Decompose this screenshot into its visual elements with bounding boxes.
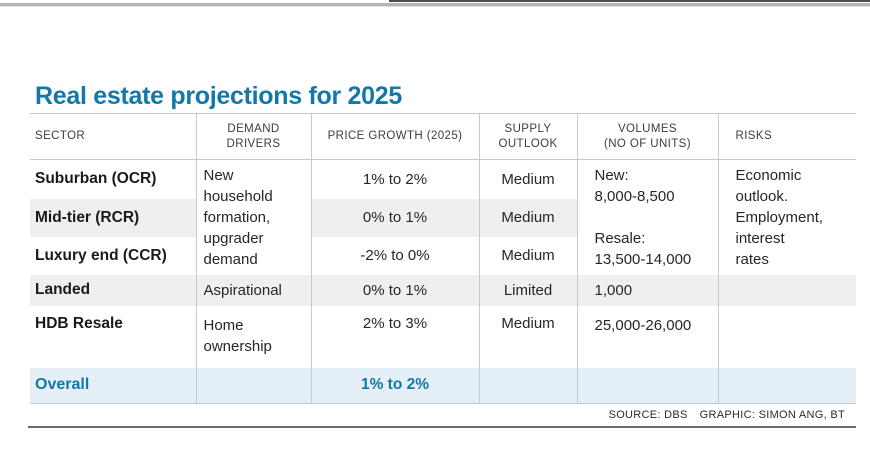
- cell-price: 0% to 1%: [310, 198, 479, 237]
- table-row-hdb-resale: HDB Resale Home ownership 2% to 3% Mediu…: [30, 305, 856, 368]
- col-header-sector: SECTOR: [30, 113, 196, 160]
- cell-supply: [478, 367, 577, 404]
- cell-supply: Medium: [478, 198, 577, 237]
- cell-price: 1% to 2%: [310, 159, 479, 199]
- cell-sector: HDB Resale: [35, 314, 123, 332]
- cell-risks: [717, 305, 856, 368]
- cell-demand: Home ownership: [195, 305, 311, 368]
- cell-price: 2% to 3%: [310, 305, 479, 368]
- col-header-risks: RISKS: [717, 113, 856, 160]
- cell-volumes-span: New: 8,000-8,500 Resale: 13,500-14,000: [576, 159, 718, 275]
- page-title: Real estate projections for 2025: [35, 82, 402, 110]
- table-row-mid-tier: Mid-tier (RCR) 0% to 1% Medium: [30, 198, 856, 237]
- cell-risks: [717, 367, 856, 404]
- col-header-volumes: VOLUMES (NO OF UNITS): [576, 113, 718, 160]
- cell-supply: Medium: [478, 159, 577, 199]
- cell-price: -2% to 0%: [310, 236, 479, 275]
- top-right-dark-rule: [389, 0, 870, 2]
- cell-demand: Aspirational: [195, 274, 311, 306]
- table-row-suburban: Suburban (OCR) New household formation, …: [30, 159, 856, 275]
- cell-sector: Luxury end (CCR): [35, 246, 167, 264]
- cell-demand-span: New household formation, upgrader demand: [195, 159, 311, 275]
- table-row-luxury-end: Luxury end (CCR) -2% to 0% Medium: [30, 236, 856, 275]
- col-header-supply-outlook: SUPPLY OUTLOOK: [478, 113, 577, 160]
- table-row-overall: Overall 1% to 2%: [30, 367, 856, 404]
- cell-risks-span: Economic outlook. Employment, interest r…: [717, 159, 856, 275]
- cell-sector: Suburban (OCR): [35, 170, 157, 188]
- cell-sector: Overall: [30, 367, 196, 404]
- source-text: SOURCE: DBS: [608, 409, 688, 421]
- cell-volumes: 25,000-26,000: [576, 305, 718, 368]
- table-row-landed: Landed Aspirational 0% to 1% Limited 1,0…: [30, 274, 856, 306]
- header-row: SECTOR DEMAND DRIVERS PRICE GROWTH (2025…: [30, 113, 856, 160]
- cell-sector: Landed: [30, 274, 196, 306]
- cell-supply: Medium: [478, 305, 577, 368]
- cell-supply: Limited: [478, 274, 577, 306]
- projections-table: SECTOR DEMAND DRIVERS PRICE GROWTH (2025…: [30, 113, 856, 404]
- col-header-price-growth: PRICE GROWTH (2025): [310, 113, 479, 160]
- cell-volumes: 1,000: [576, 274, 718, 306]
- cell-demand: [195, 367, 311, 404]
- cell-sector: Mid-tier (RCR): [30, 198, 196, 237]
- top-divider-rule: [0, 3, 870, 7]
- bottom-divider-rule: [28, 426, 856, 428]
- col-header-demand-drivers: DEMAND DRIVERS: [195, 113, 311, 160]
- graphic-credit-text: GRAPHIC: SIMON ANG, BT: [699, 409, 845, 421]
- cell-risks: [717, 274, 856, 306]
- cell-price: 0% to 1%: [310, 274, 479, 306]
- cell-price: 1% to 2%: [310, 367, 479, 404]
- cell-volumes: [576, 367, 718, 404]
- cell-supply: Medium: [478, 236, 577, 275]
- source-credit-line: SOURCE: DBS GRAPHIC: SIMON ANG, BT: [609, 409, 845, 421]
